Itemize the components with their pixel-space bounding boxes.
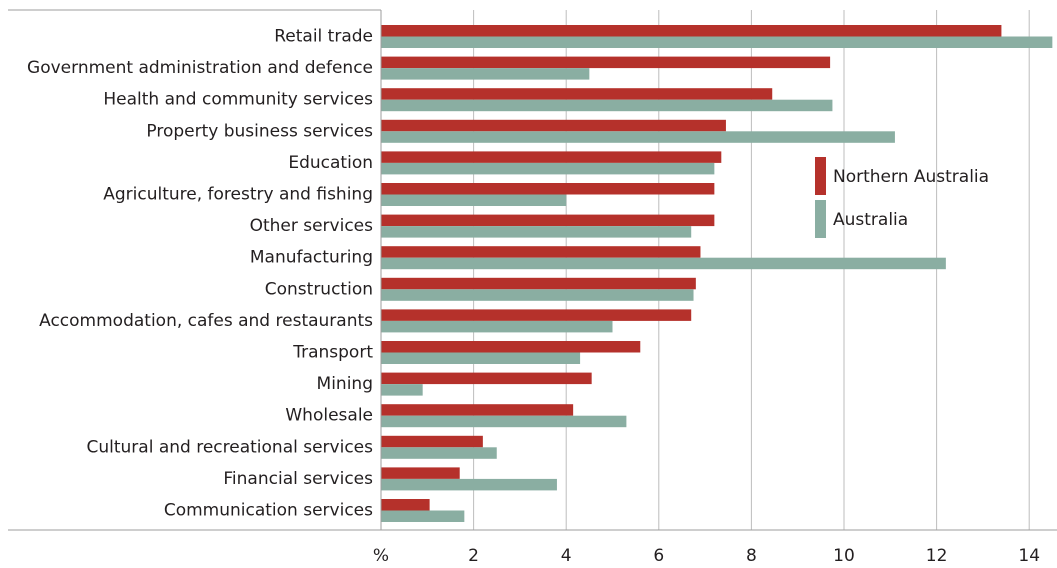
legend: Northern Australia Australia bbox=[815, 157, 989, 238]
legend-swatch-australia bbox=[815, 200, 826, 238]
bar-australia bbox=[381, 352, 581, 364]
category-label: Agriculture, forestry and fishing bbox=[103, 185, 373, 205]
bar-northern-australia bbox=[381, 25, 1002, 37]
category-label: Health and community services bbox=[103, 90, 373, 110]
legend-label-australia: Australia bbox=[833, 210, 908, 230]
bar-australia bbox=[381, 99, 833, 112]
category-label: Communication services bbox=[164, 501, 373, 521]
category-label: Construction bbox=[265, 279, 373, 299]
bar-australia bbox=[381, 226, 692, 238]
bars bbox=[381, 25, 1053, 522]
category-label: Cultural and recreational services bbox=[86, 437, 373, 457]
bar-northern-australia bbox=[381, 499, 430, 511]
bar-northern-australia bbox=[381, 404, 574, 416]
bar-australia bbox=[381, 68, 590, 80]
x-tick-label: % bbox=[373, 546, 389, 566]
bar-australia bbox=[381, 257, 946, 270]
x-tick-label: 2 bbox=[468, 546, 479, 566]
x-tick-label: 4 bbox=[561, 546, 572, 566]
category-labels: Retail trade Government administration an… bbox=[27, 27, 373, 521]
category-label: Manufacturing bbox=[250, 248, 373, 268]
category-label: Accommodation, cafes and restaurants bbox=[39, 311, 373, 331]
category-label: Wholesale bbox=[285, 406, 373, 426]
bar-australia bbox=[381, 162, 715, 175]
bar-australia bbox=[381, 320, 613, 333]
x-tick-label: 12 bbox=[926, 546, 948, 566]
bar-australia bbox=[381, 131, 895, 143]
legend-swatch-northern-australia bbox=[815, 157, 826, 195]
bar-australia bbox=[381, 447, 497, 459]
x-tick-label: 14 bbox=[1018, 546, 1040, 566]
gridlines bbox=[473, 10, 1030, 530]
x-tick-labels: % 2 4 6 8 10 12 14 bbox=[373, 546, 1040, 566]
bar-northern-australia bbox=[381, 151, 722, 163]
x-tick-label: 10 bbox=[833, 546, 855, 566]
bar-northern-australia bbox=[381, 341, 641, 353]
legend-label-northern-australia: Northern Australia bbox=[833, 167, 989, 187]
category-label: Other services bbox=[250, 216, 374, 236]
x-tick-label: 6 bbox=[653, 546, 664, 566]
category-label: Government administration and defence bbox=[27, 58, 373, 78]
bar-australia bbox=[381, 36, 1053, 48]
bar-northern-australia bbox=[381, 183, 715, 195]
axis-lines bbox=[8, 9, 1057, 531]
bar-northern-australia bbox=[381, 56, 831, 69]
bar-northern-australia bbox=[381, 435, 483, 448]
bar-northern-australia bbox=[381, 119, 726, 132]
bar-northern-australia bbox=[381, 309, 692, 321]
bar-northern-australia bbox=[381, 246, 701, 258]
bar-northern-australia bbox=[381, 467, 460, 479]
bar-australia bbox=[381, 478, 557, 491]
bar-northern-australia bbox=[381, 88, 773, 100]
bar-australia bbox=[381, 384, 423, 396]
category-label: Property business services bbox=[146, 121, 373, 141]
category-label: Education bbox=[288, 153, 373, 173]
bar-australia bbox=[381, 289, 694, 301]
category-label: Retail trade bbox=[274, 27, 373, 47]
category-label: Mining bbox=[317, 374, 373, 394]
bar-australia bbox=[381, 415, 627, 428]
x-tick-label: 8 bbox=[746, 546, 757, 566]
category-label: Financial services bbox=[223, 469, 373, 489]
bar-northern-australia bbox=[381, 277, 696, 290]
bar-australia bbox=[381, 510, 465, 522]
bar-northern-australia bbox=[381, 372, 592, 385]
bar-australia bbox=[381, 194, 567, 206]
bar-northern-australia bbox=[381, 214, 715, 227]
category-label: Transport bbox=[292, 343, 373, 363]
